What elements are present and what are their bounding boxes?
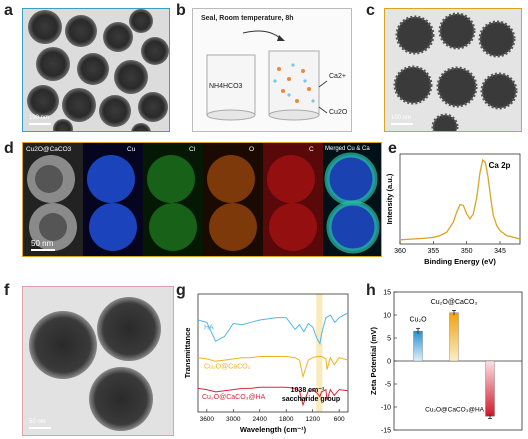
- panel-b-schematic: Seal, Room temperature, 8h NH4HCO3 Ca2+ …: [192, 8, 352, 132]
- y-tick-label: -15: [381, 428, 391, 435]
- c-map: [263, 143, 323, 256]
- scale-bar: [29, 427, 51, 429]
- plot-frame: [399, 153, 521, 245]
- x-tick-label: 600: [334, 416, 345, 423]
- ftir-series-line: [197, 386, 349, 407]
- panel-g-ftir-chart: HA Cu₂O@CaCO₃ Cu₂O@CaCO₃@HA 3600 3000 2400 180…: [183, 293, 349, 434]
- panel-a-tem-image: 100 nm: [22, 8, 170, 132]
- panel-label-g: g: [176, 282, 186, 299]
- scale-label: 100 nm: [29, 115, 50, 121]
- panel-label-b: b: [176, 2, 186, 19]
- plot-frame: [197, 293, 349, 413]
- panel-label-a: a: [4, 2, 13, 19]
- reaction-condition: Seal, Room temperature, 8h: [201, 15, 294, 22]
- x-axis-label: Binding Energy (eV): [424, 257, 496, 266]
- panel-c-tem-image: 100 nm: [384, 8, 522, 132]
- nanoparticle-cluster-image: [23, 9, 169, 131]
- x-axis-label: Wavelength (cm⁻¹): [240, 425, 307, 434]
- y-tick-label: 0: [387, 359, 391, 366]
- scale-label: 50 nm: [31, 239, 54, 248]
- panel-e-xps-chart: 345 350 355 360 Binding Energy (eV) Intensity…: [385, 153, 521, 266]
- scale-bar: [31, 249, 55, 251]
- channel-label-merged: Merged Cu & Ca: [325, 146, 370, 152]
- series-label: HA: [204, 324, 214, 331]
- ftir-series-line: [197, 356, 349, 379]
- series-label: Cu₂O@CaCO₃: [204, 363, 251, 370]
- panel-label-e: e: [388, 140, 397, 157]
- peak-label: Ca 2p: [489, 161, 511, 170]
- x-tick-label: 1200: [305, 416, 320, 423]
- scale-label: 50 nm: [29, 419, 46, 425]
- band-annotation: 1038 cm⁻¹: [291, 387, 325, 394]
- series-label: Cu₂O@CaCO₃@HA: [202, 394, 266, 401]
- y-tick-label: -10: [381, 405, 391, 412]
- zeta-bar: [485, 360, 495, 417]
- y-tick-label: 15: [383, 290, 391, 297]
- scale-bar: [29, 123, 51, 125]
- cl-map: [143, 143, 203, 256]
- coated-particles-image: [385, 9, 521, 131]
- channel-label-cl: Cl: [189, 146, 196, 153]
- bar-label-cu2o-caco3-ha: Cu₂O@CaCO₃@HA: [425, 407, 484, 414]
- scale-bar: [391, 123, 413, 125]
- y-tick-label: -5: [385, 382, 391, 389]
- channel-label-o: O: [249, 146, 255, 153]
- x-tick-label: 3000: [226, 416, 241, 423]
- zeta-bar: [449, 312, 459, 362]
- ftir-series-line: [197, 312, 349, 346]
- bar-label-cu2o: Cu₂O: [409, 316, 427, 323]
- o-map: [203, 143, 263, 256]
- x-tick-label: 350: [461, 248, 473, 255]
- panel-d-eds-maps: Cu2O@CaCO3 Cu Cl O C Merged Cu & Ca 50 n…: [22, 142, 382, 257]
- zeta-bar: [413, 330, 423, 362]
- bar-label-cu2o-caco3: Cu₂O@CaCO₃: [431, 299, 478, 306]
- cu2o-label: Cu2O: [329, 109, 348, 116]
- haadf-image: [23, 143, 83, 256]
- channel-label-cu: Cu: [127, 146, 136, 153]
- merged-map: [323, 143, 381, 256]
- channel-label-c: C: [309, 146, 314, 153]
- x-tick-label: 2400: [253, 416, 268, 423]
- nh4hco3-label: NH4HCO3: [209, 83, 243, 90]
- y-axis-label: Zeta Potential (mV): [369, 327, 378, 395]
- x-tick-label: 355: [427, 248, 439, 255]
- cu-map: [83, 143, 143, 256]
- saccharide-band-highlight: [316, 294, 323, 412]
- beaker-diagram: [206, 30, 328, 121]
- ca2p-spectrum-line: [399, 158, 521, 241]
- y-tick-label: 10: [383, 313, 391, 320]
- y-axis-label: Transmittance: [183, 328, 192, 379]
- band-annotation-2: saccharide group: [282, 396, 340, 403]
- panel-label-c: c: [366, 2, 375, 19]
- y-tick-label: 5: [387, 336, 391, 343]
- ca-ion-label: Ca2+: [329, 73, 346, 80]
- x-tick-label: 3600: [200, 416, 215, 423]
- panel-label-d: d: [4, 140, 14, 157]
- x-tick-label: 1800: [279, 416, 294, 423]
- ha-coated-particles-image: [23, 287, 173, 435]
- panel-f-tem-image: 50 nm: [22, 286, 174, 436]
- x-tick-label: 360: [394, 248, 406, 255]
- x-tick-label: 345: [494, 248, 506, 255]
- channel-label-haadf: Cu2O@CaCO3: [26, 146, 72, 153]
- panel-label-h: h: [366, 282, 376, 299]
- y-axis-label: Intensity (a.u.): [385, 173, 394, 224]
- panel-label-f: f: [4, 282, 10, 299]
- scale-label: 100 nm: [391, 115, 412, 121]
- panel-h-zeta-chart: -15 -10 -5 0 5 10 15 Zeta Potential (mV) Cu₂O Cu₂…: [369, 290, 523, 435]
